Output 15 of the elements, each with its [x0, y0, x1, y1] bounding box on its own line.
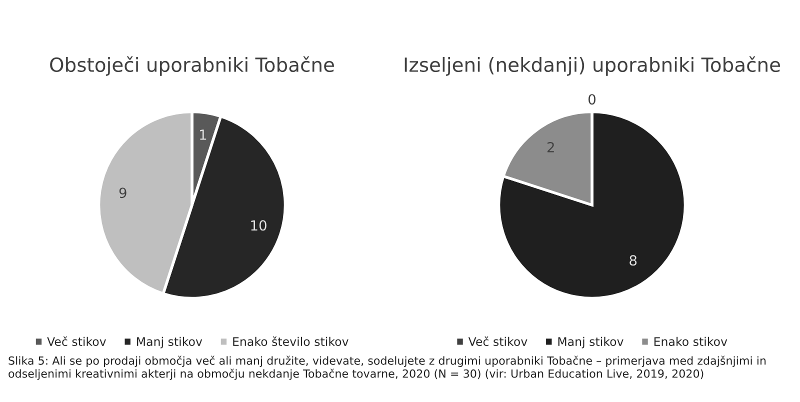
legend-label: Manj stikov — [558, 336, 624, 348]
data-label: 9 — [119, 188, 126, 198]
legend-label: Enako stikov — [654, 336, 728, 346]
chart-title: Obstoječi uporabniki Tobačne — [50, 56, 334, 76]
data-label: 2 — [547, 142, 554, 152]
data-label: 1 — [200, 130, 206, 140]
text: 0 — [588, 94, 596, 105]
text: Slika 5: Ali se po prodaji območja več ali manj družite, videvate, sodelujete z drugimi uporabniki Tobačne – primerjava med zdajšnjimi in odseljenimi kreativnimi akterji na območju nekdanje Tobačne tovarne, 2020 (N = 30) (vir: Urban Education Live, 2019, 2020) — [8, 356, 766, 380]
legend-label: Več stikov — [468, 336, 528, 346]
legend-label: Manj stikov — [137, 336, 202, 348]
data-label: 8 — [630, 255, 637, 266]
legend-label: Enako število stikov — [233, 336, 348, 346]
chart-title: Izseljeni (nekdanji) uporabniki Tobačne — [404, 56, 780, 76]
data-label: 10 — [251, 220, 266, 231]
legend-label: Več stikov — [47, 336, 106, 346]
